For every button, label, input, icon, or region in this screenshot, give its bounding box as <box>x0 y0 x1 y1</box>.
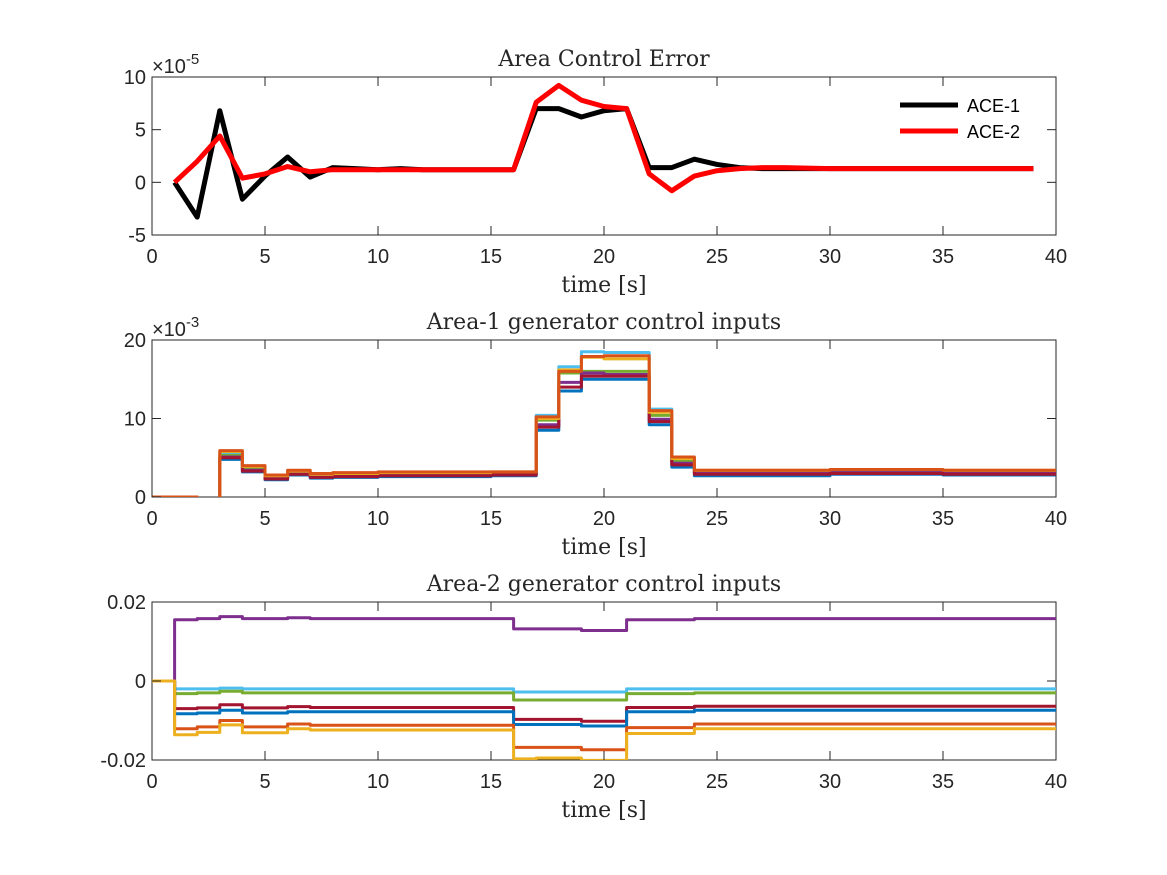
x-axis-label: time [s] <box>561 798 646 823</box>
y-exponent-power: -5 <box>186 51 199 68</box>
x-tick-label: 15 <box>480 508 502 530</box>
series-line-7 <box>152 354 1056 497</box>
y-tick-label: 10 <box>124 409 146 431</box>
y-tick-label: 0 <box>135 172 146 194</box>
chart-title: Area-2 generator control inputs <box>426 572 781 597</box>
series-line-7 <box>152 679 1056 760</box>
x-tick-label: 25 <box>706 246 728 268</box>
x-tick-label: 5 <box>259 246 270 268</box>
y-tick-label: 20 <box>124 330 146 352</box>
chart-title: Area Control Error <box>497 47 710 72</box>
y-tick-label: 10 <box>124 67 146 89</box>
series-group <box>172 82 1034 220</box>
x-tick-label: 10 <box>367 508 389 530</box>
x-tick-label: 30 <box>819 246 841 268</box>
x-tick-label: 25 <box>706 771 728 793</box>
x-tick-label: 15 <box>480 246 502 268</box>
x-tick-label: 15 <box>480 771 502 793</box>
y-tick-label: -0.02 <box>100 750 146 772</box>
x-tick-label: 35 <box>932 246 954 268</box>
x-tick-label: 30 <box>819 771 841 793</box>
y-exponent-label: ×10-5 <box>152 51 199 78</box>
chart-title: Area-1 generator control inputs <box>426 310 781 335</box>
y-exponent-base: ×10 <box>152 319 186 341</box>
y-tick-label: 0.02 <box>107 592 146 614</box>
y-tick-label: 0 <box>135 671 146 693</box>
x-tick-label: 5 <box>259 771 270 793</box>
x-tick-label: 40 <box>1045 246 1067 268</box>
x-tick-label: 20 <box>593 508 615 530</box>
panel-2: 0 5 10 15 20 25 30 35 40 0 10 20 ×10-3 Area-1 generat… <box>124 310 1067 560</box>
series-line-4 <box>152 679 1056 723</box>
y-exponent-label: ×10-3 <box>152 314 199 341</box>
x-tick-label: 5 <box>259 508 270 530</box>
x-tick-label: 40 <box>1045 508 1067 530</box>
x-tick-label: 35 <box>932 771 954 793</box>
x-tick-label: 10 <box>367 246 389 268</box>
x-tick-label: 0 <box>146 508 157 530</box>
y-exponent-power: -3 <box>186 314 199 331</box>
x-axis-label: time [s] <box>561 535 646 560</box>
series-line-5 <box>152 679 1056 728</box>
x-tick-label: 25 <box>706 508 728 530</box>
legend-label-1: ACE-1 <box>967 96 1020 116</box>
series-line-2 <box>152 679 1056 694</box>
x-tick-label: 0 <box>146 246 157 268</box>
x-tick-label: 30 <box>819 508 841 530</box>
x-axis-label: time [s] <box>561 273 646 298</box>
x-tick-label: 20 <box>593 246 615 268</box>
x-tick-label: 10 <box>367 771 389 793</box>
series-line-2 <box>172 82 1034 194</box>
y-exponent-base: ×10 <box>152 56 186 78</box>
series-line-1 <box>152 615 1056 683</box>
series-line-6 <box>152 679 1056 752</box>
series-group <box>152 350 1056 497</box>
y-tick-label: -5 <box>128 225 146 247</box>
x-tick-label: 40 <box>1045 771 1067 793</box>
y-tick-label: 5 <box>135 120 146 142</box>
x-tick-label: 20 <box>593 771 615 793</box>
plot-area <box>151 601 1057 761</box>
x-tick-label: 35 <box>932 508 954 530</box>
legend-label-2: ACE-2 <box>967 122 1020 142</box>
series-group <box>152 615 1056 760</box>
legend: ACE-1 ACE-2 <box>900 96 1020 142</box>
x-tick-label: 0 <box>146 771 157 793</box>
series-line-3 <box>152 679 1056 702</box>
y-tick-label: 0 <box>135 487 146 509</box>
